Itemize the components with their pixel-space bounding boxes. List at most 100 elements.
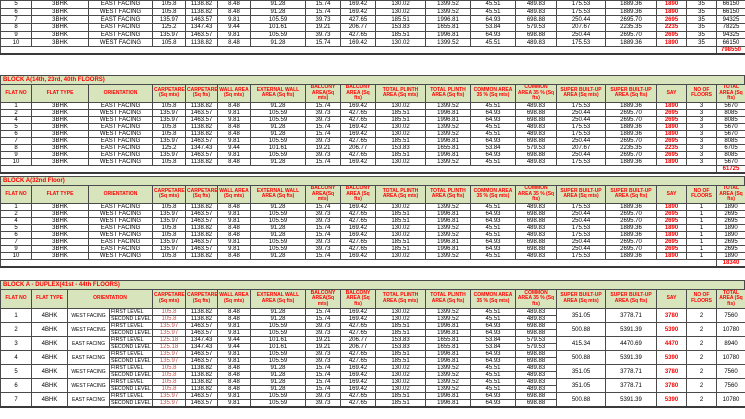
say-value: 2695 <box>656 150 687 159</box>
table-cell: 489.83 <box>515 157 557 166</box>
table-cell: 8.48 <box>217 38 251 48</box>
table-cell: 10780 <box>716 392 745 408</box>
table-cell: 105.8 <box>152 251 186 260</box>
table-cell: 9.81 <box>217 322 252 330</box>
table-cell: 3BHK <box>31 244 89 253</box>
table-cell: 15.74 <box>305 101 341 110</box>
table-cell: 1399.52 <box>425 371 472 379</box>
table-cell: 64.93 <box>470 392 517 400</box>
table-cell: 8940 <box>716 336 745 351</box>
column-header: FLAT NO <box>0 289 32 309</box>
table-cell: 101.61 <box>250 23 306 32</box>
table-cell: 579.53 <box>515 343 558 351</box>
table-cell: 427.65 <box>340 399 377 408</box>
table-cell: 1890 <box>716 251 745 260</box>
table-cell: 185.51 <box>375 329 427 337</box>
table-cell: 1347.43 <box>185 143 218 152</box>
column-header: FLAT TYPE <box>31 84 89 103</box>
table-cell: 2695 <box>716 244 745 253</box>
table-cell: 3 <box>686 143 717 152</box>
table-cell: 15.74 <box>305 230 341 239</box>
table-cell: 6705 <box>716 143 745 152</box>
section-typical-floors: 5 3BHK EAST FACING 105.8 1138.82 8.48 91.28 15.… <box>0 0 745 56</box>
table-cell: 66150 <box>716 38 745 48</box>
total-row: 798550 <box>0 46 745 55</box>
say-value: 5390 <box>656 392 688 408</box>
table-cell: 3 <box>686 108 717 117</box>
total-spacer <box>0 164 717 174</box>
table-cell: 19.21 <box>305 23 341 32</box>
table-cell: 8 <box>0 143 32 152</box>
grand-total: 18340 <box>716 258 745 268</box>
table-cell: 1655.81 <box>425 336 472 344</box>
say-value: 1890 <box>656 0 687 9</box>
grand-total: 798550 <box>716 46 745 55</box>
table-cell: 1996.81 <box>425 392 472 400</box>
table-cell: 10780 <box>716 350 745 365</box>
table-cell: EAST FACING <box>88 202 153 211</box>
table-row: 1 3BHK EAST FACING 105.8 1138.82 8.48 91.28 15.… <box>0 101 745 110</box>
table-cell: 5670 <box>716 157 745 166</box>
table-cell: 2 <box>686 364 718 379</box>
duplex-row-second-level: SECOND LEVEL 105.8 1138.82 8.48 91.28 15.74 16… <box>1 315 745 323</box>
table-cell: 3BHK <box>31 216 89 225</box>
table-cell: 64.93 <box>470 150 516 159</box>
table-cell: 9.81 <box>217 392 252 400</box>
table-cell: 185.51 <box>375 357 427 365</box>
table-cell: 153.83 <box>375 336 427 344</box>
table-cell: 175.53 <box>556 202 606 211</box>
table-cell: 8.48 <box>217 308 252 316</box>
table-cell: 579.53 <box>515 336 558 344</box>
table-cell: 1463.57 <box>185 399 219 408</box>
table-cell: 15.74 <box>305 371 342 379</box>
table-cell: 45.51 <box>470 230 516 239</box>
say-value: 1890 <box>656 101 687 110</box>
table-cell: 698.88 <box>515 15 557 25</box>
table-cell: 185.51 <box>375 150 426 159</box>
table-cell: 91.28 <box>250 315 307 323</box>
table-cell: 427.65 <box>340 108 376 117</box>
table-cell: 45.51 <box>470 251 516 260</box>
table-cell: 101.61 <box>250 343 307 351</box>
table-cell: 1399.52 <box>425 223 471 232</box>
table-cell: 169.42 <box>340 223 376 232</box>
table-cell: 1889.36 <box>605 223 657 232</box>
table-cell: 698.88 <box>515 244 557 253</box>
table-cell: 64.93 <box>470 15 516 25</box>
table-cell: 3BHK <box>31 223 89 232</box>
table-cell: 427.65 <box>340 15 376 25</box>
table-cell: 15.74 <box>305 308 342 316</box>
table-cell: 105.8 <box>152 7 186 17</box>
table-cell: 2695.70 <box>605 244 657 253</box>
orientation-cell: WEST FACING <box>67 308 110 323</box>
table-cell: 3BHK <box>31 15 89 25</box>
table-cell: 135.97 <box>152 399 187 408</box>
column-header: TOTAL PLINTH AREA (Sq mts) <box>375 185 426 204</box>
table-cell: 3BHK <box>31 38 89 48</box>
table-cell: 45.51 <box>470 0 516 9</box>
table-cell: 9 <box>0 30 32 40</box>
column-header: TOTAL PLINTH AREA (Sq fts) <box>425 84 471 103</box>
table-cell: 91.28 <box>250 364 307 372</box>
column-header: TOTAL PLINTH AREA (Sq mts) <box>375 289 427 309</box>
table-cell: 185.51 <box>375 237 426 246</box>
table-cell: 1996.81 <box>425 244 471 253</box>
duplex-row-first-level: 1 4BHK WEST FACING FIRST LEVEL 105.8 1138.82 8… <box>0 308 745 323</box>
table-cell: 698.88 <box>515 150 557 159</box>
table-cell: 2 <box>0 108 32 117</box>
table-cell: 53.84 <box>470 143 516 152</box>
level-label: FIRST LEVEL <box>108 308 154 316</box>
column-header: SUPER BUILT-UP AREA (Sq mts) <box>556 84 606 103</box>
column-header: FLAT TYPE <box>31 289 68 309</box>
table-cell: 94325 <box>716 15 745 25</box>
table-cell: 169.42 <box>340 129 376 138</box>
table-cell: 1399.52 <box>425 385 472 393</box>
table-cell: 130.02 <box>375 315 427 323</box>
table-cell: 175.53 <box>556 157 606 166</box>
table-cell: 105.8 <box>152 202 186 211</box>
table-cell: 489.83 <box>515 385 558 393</box>
table-cell: 185.51 <box>375 115 426 124</box>
column-header: BALCONY AREA(Sq mts) <box>305 84 341 103</box>
duplex-row-first-level: 7 4BHK EAST FACING FIRST LEVEL 135.97 1463.57… <box>0 392 745 408</box>
section-title: BLOCK A(32nd Floor) <box>0 176 745 185</box>
